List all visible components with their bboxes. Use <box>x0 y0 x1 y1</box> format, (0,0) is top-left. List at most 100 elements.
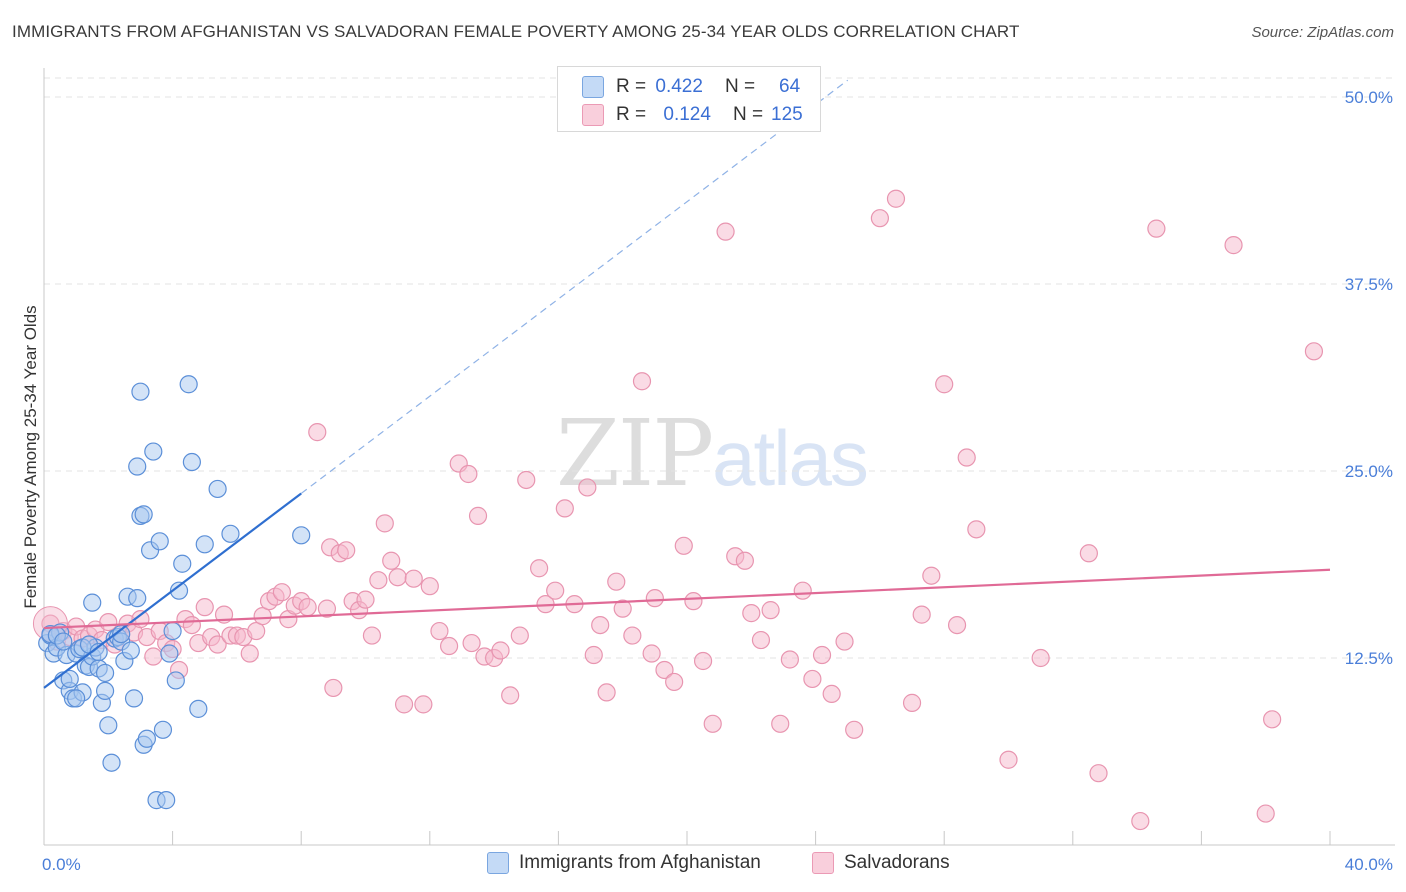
salvadorans-point <box>645 589 664 608</box>
afghanistan-point <box>67 689 86 708</box>
afghanistan-point <box>221 524 240 543</box>
salvadorans-point <box>902 693 922 712</box>
salvadorans-point <box>388 568 407 587</box>
salvadorans-point <box>735 551 754 570</box>
afghanistan-point <box>163 621 182 641</box>
salvadorans-point <box>182 615 201 635</box>
salvadorans-point <box>308 423 327 442</box>
salvadorans-point <box>632 372 652 391</box>
salvadorans-point <box>665 672 684 692</box>
salvadorans-point <box>420 577 439 596</box>
series-label-afghanistan: Immigrants from Afghanistan <box>519 852 761 873</box>
afghanistan-point <box>150 532 169 551</box>
salvadorans-point <box>870 209 890 228</box>
afghanistan-point <box>128 457 147 476</box>
y-axis-label: Female Poverty Among 25-34 Year Olds <box>21 305 40 608</box>
afghanistan-trend-extension <box>300 79 849 494</box>
salvadorans-point <box>555 499 574 518</box>
legend-row-salvadorans: R = 0.124 N = 125 <box>558 101 803 129</box>
salvadorans-points <box>32 189 1324 831</box>
salvadorans-point <box>607 572 626 591</box>
legend-n-value: 125 <box>771 104 803 125</box>
salvadorans-point <box>703 714 722 733</box>
afghanistan-point <box>173 554 192 573</box>
salvadorans-point <box>240 644 259 663</box>
salvadorans-point <box>208 635 227 654</box>
salvadorans-point <box>693 651 713 671</box>
afghanistan-point <box>83 593 102 612</box>
afghanistan-point <box>189 699 208 718</box>
salvadorans-point <box>195 598 214 617</box>
afghanistan-point <box>60 669 79 689</box>
salvadorans-point <box>623 626 642 645</box>
salvadorans-point <box>780 650 799 669</box>
salvadorans-point <box>803 669 822 689</box>
salvadorans-point <box>324 678 343 698</box>
axes <box>43 68 1395 846</box>
afghanistan-point <box>121 641 140 660</box>
afghanistan-point <box>99 716 118 735</box>
salvadorans-point <box>362 626 382 645</box>
legend-swatch-pink <box>582 104 604 126</box>
salvadorans-point <box>845 720 864 739</box>
salvadorans-point <box>530 559 549 578</box>
salvadorans-point <box>382 551 401 570</box>
salvadorans-point <box>546 581 565 600</box>
series-legend-afghanistan: Immigrants from Afghanistan <box>487 852 761 874</box>
y-tick-label: 37.5% <box>1345 275 1393 294</box>
gridlines <box>44 77 1395 659</box>
salvadorans-point <box>144 647 163 666</box>
salvadorans-point <box>761 601 780 620</box>
salvadorans-point <box>369 571 388 590</box>
salvadorans-point <box>1131 811 1150 831</box>
salvadorans-point <box>414 695 433 714</box>
salvadorans-point <box>517 470 536 490</box>
afghanistan-point <box>179 375 198 394</box>
x-tick-label: 40.0% <box>1345 855 1393 874</box>
afghanistan-point <box>124 689 144 708</box>
salvadorans-point <box>1224 236 1243 255</box>
salvadorans-point <box>947 615 967 635</box>
salvadorans-point <box>584 645 603 665</box>
trend-lines <box>43 79 1331 689</box>
salvadorans-point <box>912 605 931 624</box>
series-legend-salvadorans: Salvadorans <box>812 852 950 874</box>
salvadorans-point <box>957 448 976 467</box>
afghanistan-point <box>157 791 176 810</box>
salvadorans-point <box>459 464 478 484</box>
y-tick-label: 50.0% <box>1345 88 1393 107</box>
salvadorans-point <box>886 189 906 208</box>
legend-r-value: 0.422 <box>655 76 703 97</box>
chart-title: IMMIGRANTS FROM AFGHANISTAN VS SALVADORA… <box>12 22 1020 41</box>
source-label: Source: ZipAtlas.com <box>1251 24 1394 41</box>
series-legend: Immigrants from Afghanistan Salvadorans <box>0 852 1406 876</box>
series-swatch-blue <box>487 852 509 874</box>
afghanistan-point <box>166 671 185 690</box>
salvadorans-point <box>684 592 703 611</box>
salvadorans-point <box>812 645 832 665</box>
salvadorans-point <box>1147 219 1166 238</box>
salvadorans-point <box>597 683 616 702</box>
salvadorans-point <box>356 590 375 609</box>
salvadorans-point <box>99 612 118 632</box>
afghanistan-point <box>128 589 147 608</box>
salvadorans-point <box>272 583 292 602</box>
afghanistan-point <box>54 632 73 651</box>
salvadorans-point <box>404 569 423 588</box>
legend-r-label: R = <box>616 76 647 97</box>
salvadorans-point <box>642 644 661 663</box>
legend-row-afghanistan: R = 0.422 N = 64 <box>558 73 800 101</box>
salvadorans-point <box>298 598 317 617</box>
series-label-salvadorans: Salvadorans <box>844 852 950 873</box>
afghanistan-trend-line <box>43 492 302 689</box>
salvadorans-point <box>591 615 610 635</box>
afghanistan-point <box>208 479 227 499</box>
legend-r-value: 0.124 <box>663 104 711 125</box>
afghanistan-point <box>134 505 153 524</box>
salvadorans-point <box>1031 648 1050 668</box>
y-tick-label: 12.5% <box>1345 649 1393 668</box>
salvadorans-point <box>317 599 337 618</box>
afghanistan-point <box>95 681 115 701</box>
afghanistan-point <box>144 442 163 461</box>
